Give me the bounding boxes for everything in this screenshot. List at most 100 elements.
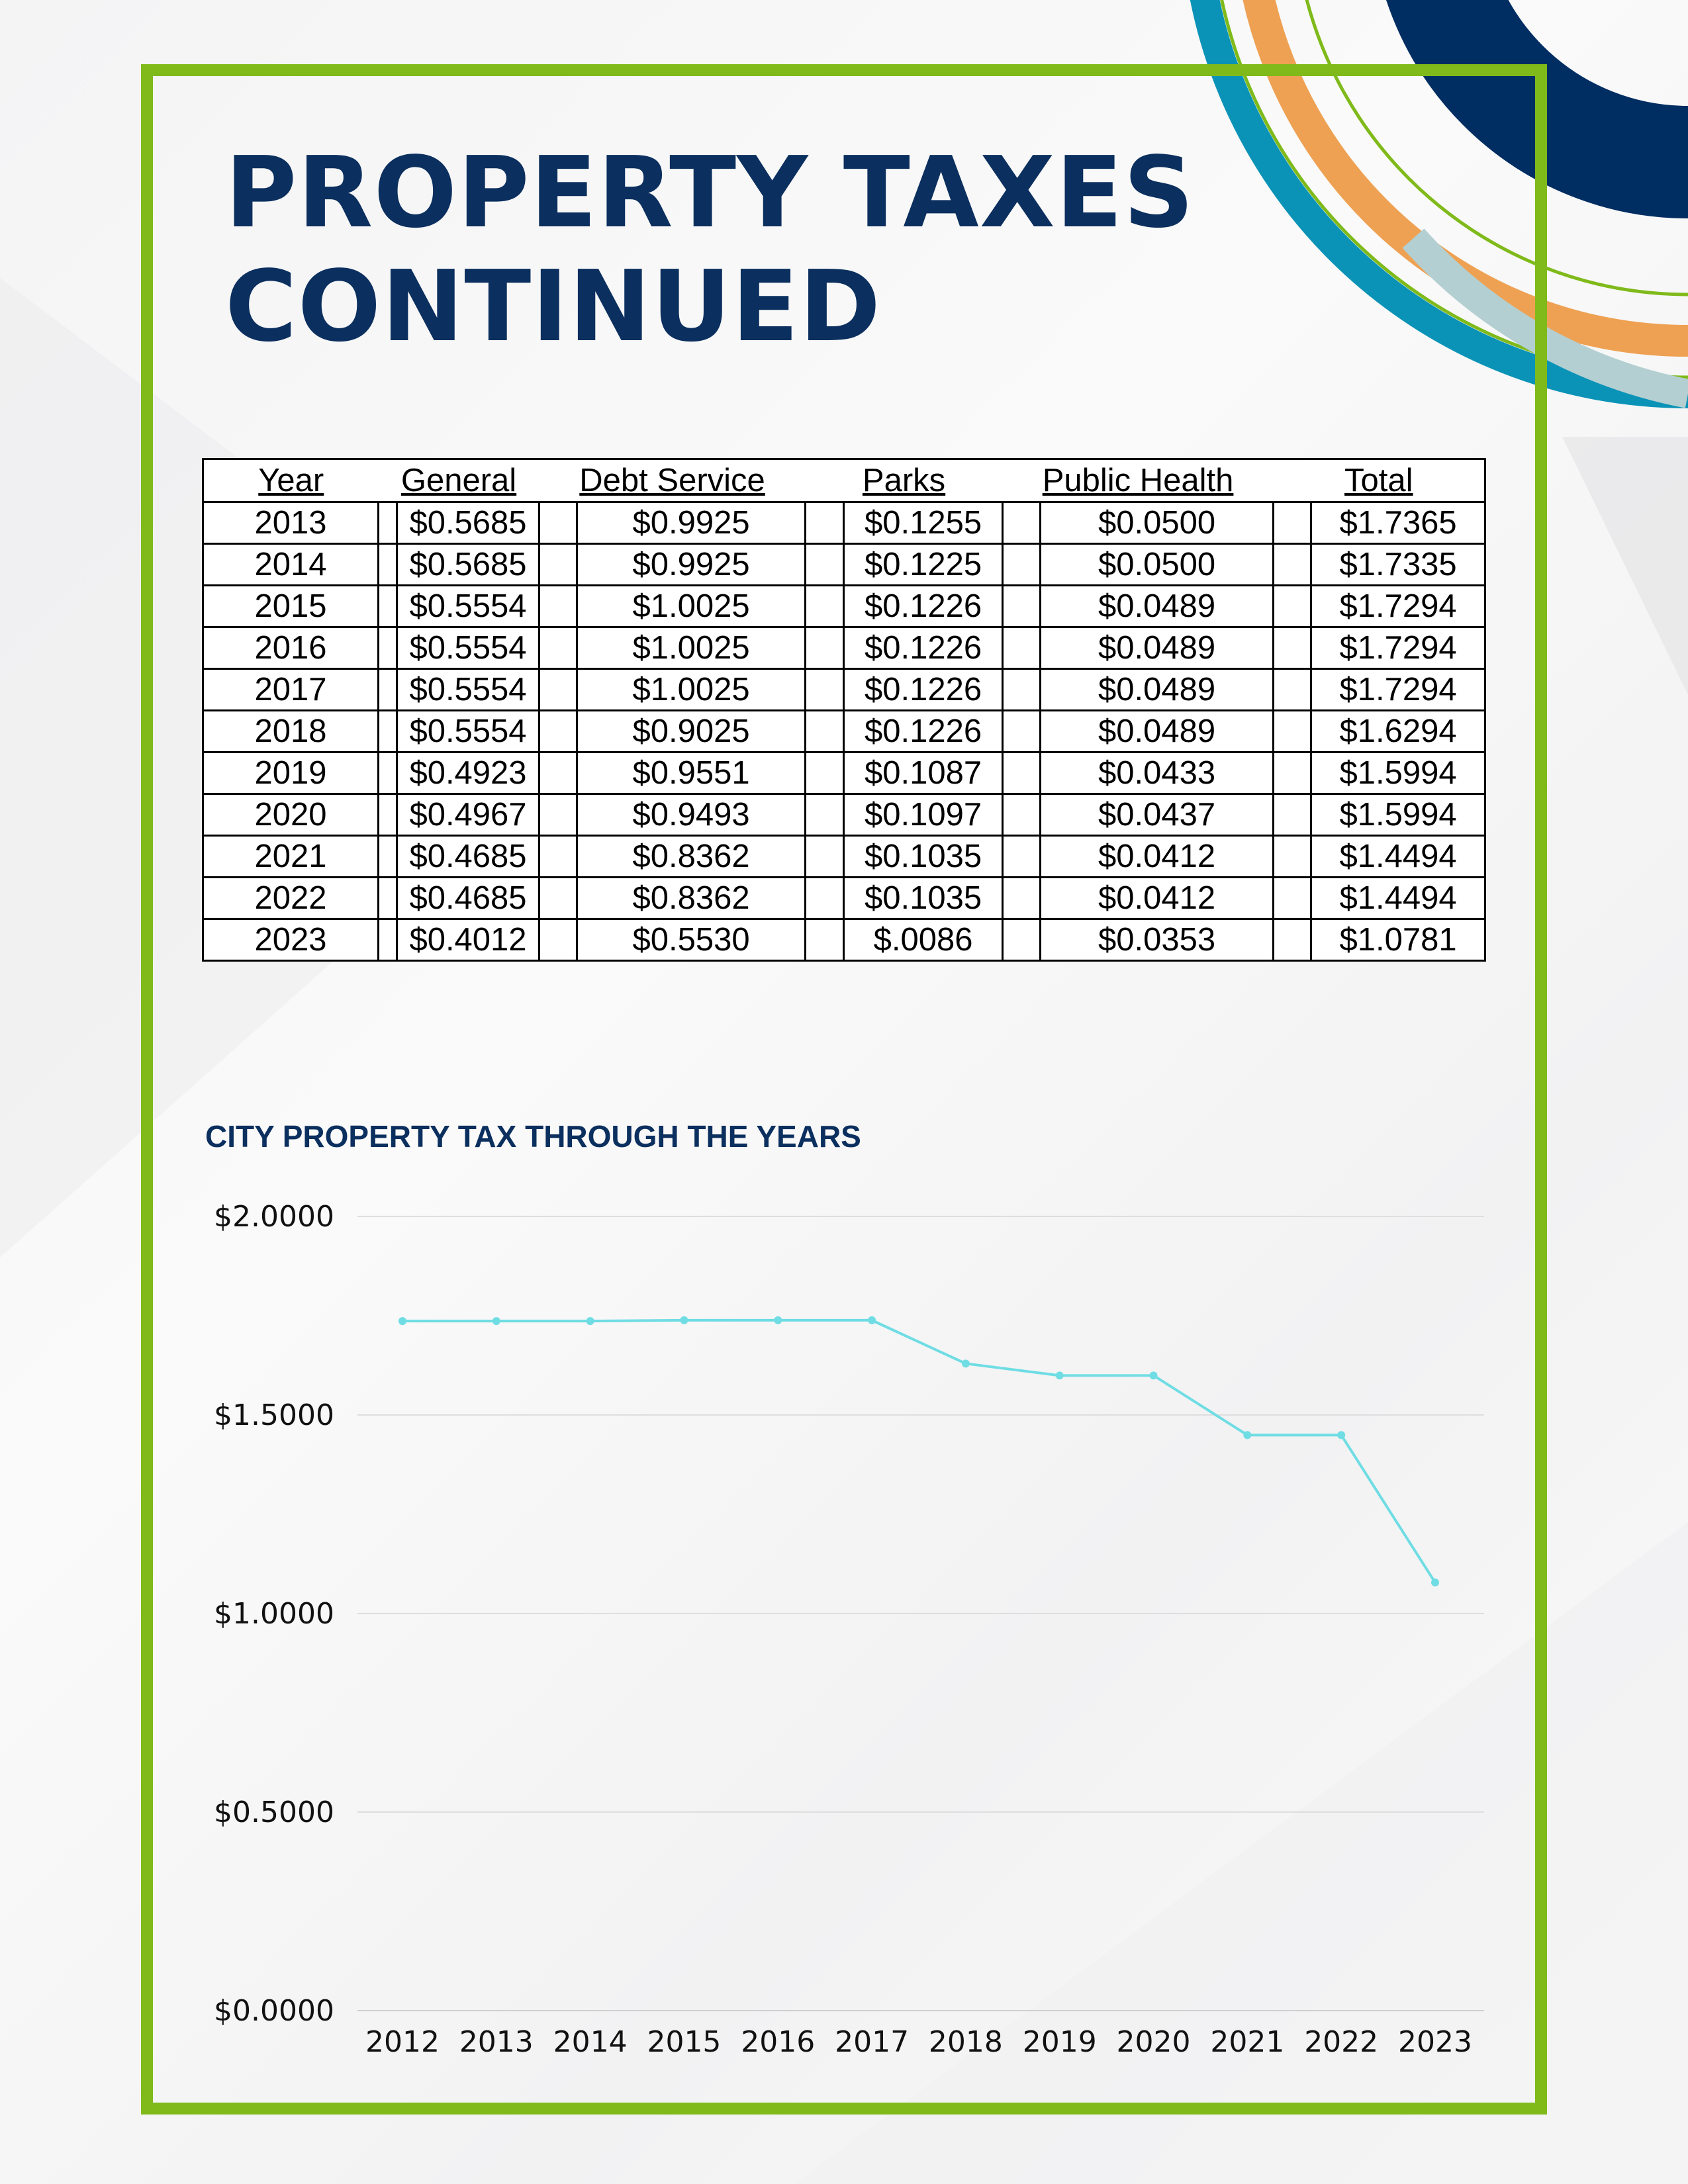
cell-parks: $0.1226 (843, 709, 1004, 753)
x-tick-label: 2020 (1117, 2025, 1191, 2059)
table-row: 2017 $0.5554 $1.0025 $0.1226 $0.0489 $1.… (202, 668, 1487, 711)
cell-public-health: $0.0412 (1039, 835, 1275, 878)
cell-debt-service: $0.9025 (576, 709, 807, 753)
x-tick-label: 2013 (459, 2025, 534, 2059)
cell-total: $1.5994 (1310, 793, 1487, 837)
green-page-frame (141, 64, 1547, 2115)
data-point (1337, 1431, 1346, 1439)
cell-total: $1.7294 (1310, 584, 1487, 628)
data-point (774, 1316, 782, 1324)
table-row: 2013 $0.5685 $0.9925 $0.1255 $0.0500 $1.… (202, 501, 1487, 545)
data-point (399, 1317, 406, 1326)
table-row: 2020 $0.4967 $0.9493 $0.1097 $0.0437 $1.… (202, 793, 1487, 837)
cell-total: $1.5994 (1310, 751, 1487, 795)
cell-total: $1.7365 (1310, 501, 1487, 545)
cell-general: $0.4012 (395, 918, 541, 962)
cell-public-health: $0.0433 (1039, 751, 1275, 795)
chart-title: CITY PROPERTY TAX THROUGH THE YEARS (205, 1119, 861, 1154)
cell-public-health: $0.0489 (1039, 584, 1275, 628)
cell-public-health: $0.0489 (1039, 626, 1275, 670)
cell-year: 2018 (202, 709, 379, 753)
series-line (402, 1318, 1436, 1584)
data-point (961, 1359, 970, 1368)
cell-parks: $0.1255 (843, 501, 1004, 545)
data-point (1431, 1578, 1439, 1587)
data-point (586, 1317, 594, 1326)
data-point (680, 1316, 688, 1324)
cell-year: 2013 (202, 501, 379, 545)
table-row: 2016 $0.5554 $1.0025 $0.1226 $0.0489 $1.… (202, 626, 1487, 670)
cell-total: $1.7294 (1310, 626, 1487, 670)
cell-parks: $0.1226 (843, 668, 1004, 711)
title-line-2: CONTINUED (225, 250, 882, 363)
cell-general: $0.5685 (395, 501, 541, 545)
header-general: General (400, 463, 517, 498)
cell-parks: $.0086 (843, 918, 1004, 962)
cell-year: 2017 (202, 668, 379, 711)
x-tick-label: 2016 (741, 2025, 815, 2059)
cell-total: $1.4494 (1310, 835, 1487, 878)
cell-debt-service: $0.8362 (576, 835, 807, 878)
table-row: 2015 $0.5554 $1.0025 $0.1226 $0.0489 $1.… (202, 584, 1487, 628)
cell-debt-service: $1.0025 (576, 668, 807, 711)
table-row: 2014 $0.5685 $0.9925 $0.1225 $0.0500 $1.… (202, 543, 1487, 586)
cell-debt-service: $0.9925 (576, 543, 807, 586)
cell-public-health: $0.0412 (1039, 876, 1275, 920)
cell-general: $0.5554 (395, 668, 541, 711)
cell-year: 2023 (202, 918, 379, 962)
cell-general: $0.5554 (395, 626, 541, 670)
x-tick-label: 2012 (365, 2025, 440, 2059)
cell-public-health: $0.0500 (1039, 543, 1275, 586)
cell-parks: $0.1035 (843, 835, 1004, 878)
cell-debt-service: $1.0025 (576, 584, 807, 628)
cell-year: 2016 (202, 626, 379, 670)
table-row: 2018 $0.5554 $0.9025 $0.1226 $0.0489 $1.… (202, 709, 1487, 753)
x-tick-label: 2019 (1023, 2025, 1097, 2059)
x-tick-label: 2017 (835, 2025, 909, 2059)
cell-public-health: $0.0500 (1039, 501, 1275, 545)
header-year: Year (258, 463, 324, 498)
x-tick-label: 2021 (1210, 2025, 1284, 2059)
header-total: Total (1344, 463, 1413, 498)
page-title: PROPERTY TAXES CONTINUED (225, 136, 1195, 363)
cell-debt-service: $0.9925 (576, 501, 807, 545)
cell-debt-service: $1.0025 (576, 626, 807, 670)
cell-parks: $0.1225 (843, 543, 1004, 586)
x-tick-label: 2015 (647, 2025, 721, 2059)
y-tick-label: $0.5000 (214, 1796, 334, 1829)
data-point (1149, 1371, 1158, 1380)
cell-parks: $0.1226 (843, 584, 1004, 628)
cell-parks: $0.1035 (843, 876, 1004, 920)
table-header-row: Year General Debt Service Parks Public H… (203, 459, 1485, 502)
cell-general: $0.4685 (395, 876, 541, 920)
y-tick-label: $2.0000 (214, 1200, 334, 1234)
cell-public-health: $0.0489 (1039, 668, 1275, 711)
header-parks: Parks (862, 463, 946, 498)
cell-total: $1.7294 (1310, 668, 1487, 711)
cell-total: $1.7335 (1310, 543, 1487, 586)
cell-year: 2021 (202, 835, 379, 878)
cell-total: $1.4494 (1310, 876, 1487, 920)
x-tick-label: 2014 (553, 2025, 628, 2059)
y-tick-label: $1.0000 (214, 1597, 334, 1631)
x-tick-label: 2018 (929, 2025, 1003, 2059)
property-tax-table: Year General Debt Service Parks Public H… (202, 458, 1487, 962)
title-line-1: PROPERTY TAXES (225, 136, 1195, 250)
cell-debt-service: $0.8362 (576, 876, 807, 920)
x-tick-label: 2022 (1304, 2025, 1378, 2059)
cell-public-health: $0.0353 (1039, 918, 1275, 962)
cell-general: $0.4923 (395, 751, 541, 795)
table-row: 2021 $0.4685 $0.8362 $0.1035 $0.0412 $1.… (202, 835, 1487, 878)
cell-total: $1.6294 (1310, 709, 1487, 753)
cell-debt-service: $0.5530 (576, 918, 807, 962)
cell-public-health: $0.0489 (1039, 709, 1275, 753)
data-point (492, 1317, 500, 1326)
cell-year: 2015 (202, 584, 379, 628)
cell-general: $0.4685 (395, 835, 541, 878)
cell-parks: $0.1087 (843, 751, 1004, 795)
y-tick-label: $1.5000 (214, 1398, 334, 1432)
header-debt-service: Debt Service (579, 463, 765, 498)
data-point (868, 1316, 876, 1324)
data-point (1243, 1431, 1252, 1439)
table-row: 2022 $0.4685 $0.8362 $0.1035 $0.0412 $1.… (202, 876, 1487, 920)
